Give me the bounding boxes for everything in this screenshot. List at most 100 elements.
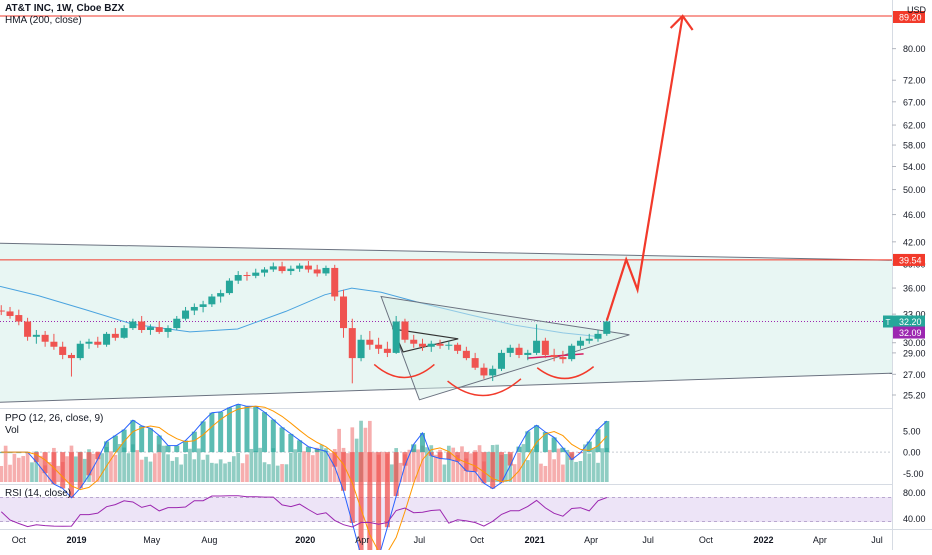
price-label-box — [893, 11, 925, 23]
candle-body[interactable] — [585, 338, 593, 341]
volume-bar — [302, 451, 306, 482]
price-axis-label: 30.00 — [903, 338, 926, 348]
candle-body[interactable] — [24, 321, 32, 337]
volume-bar — [512, 464, 517, 482]
candle-body[interactable] — [111, 333, 119, 338]
candle-body[interactable] — [129, 321, 137, 329]
candle-body[interactable] — [454, 344, 462, 351]
candle-body[interactable] — [322, 267, 330, 274]
candle-body[interactable] — [85, 341, 93, 344]
candle-body[interactable] — [190, 306, 198, 311]
candle-body[interactable] — [278, 266, 286, 272]
candle-body[interactable] — [576, 340, 584, 346]
candle-body[interactable] — [217, 293, 225, 297]
candle-body[interactable] — [445, 344, 453, 346]
candle-body[interactable] — [6, 311, 14, 316]
candle-body[interactable] — [383, 348, 391, 353]
candle-body[interactable] — [261, 269, 269, 273]
volume-bar — [455, 455, 460, 482]
volume-bar — [297, 452, 302, 482]
triangle-pattern — [380, 295, 630, 401]
candle-body[interactable] — [252, 272, 260, 276]
candle-body[interactable] — [32, 334, 40, 337]
candle-body[interactable] — [348, 328, 356, 359]
hma-indicator-label[interactable]: HMA (200, close) — [5, 15, 82, 26]
candle-body[interactable] — [41, 334, 49, 342]
candle-body[interactable] — [392, 321, 400, 353]
candle-body[interactable] — [164, 328, 172, 332]
candle-body[interactable] — [120, 328, 128, 338]
candle-body[interactable] — [50, 341, 58, 347]
candle-body[interactable] — [340, 296, 348, 329]
candle-body[interactable] — [357, 339, 365, 359]
candle-body[interactable] — [67, 354, 75, 359]
rsi-axis-label: 40.00 — [903, 514, 926, 524]
rsi-band — [0, 497, 892, 522]
candle-body[interactable] — [173, 318, 181, 329]
candle-body[interactable] — [489, 368, 497, 376]
ppo-histogram-bar — [288, 433, 294, 453]
candle-body[interactable] — [234, 275, 242, 281]
candle-body[interactable] — [568, 345, 576, 360]
ppo-histogram-bar — [490, 452, 496, 489]
candle-body[interactable] — [15, 315, 23, 322]
candle-body[interactable] — [401, 321, 409, 340]
ppo-histogram-bar — [218, 411, 224, 453]
candle-body[interactable] — [559, 357, 567, 360]
candle-body[interactable] — [0, 310, 5, 312]
candle-body[interactable] — [243, 275, 251, 277]
time-axis-label: Apr — [584, 535, 598, 545]
candle-body[interactable] — [199, 304, 207, 307]
candle-body[interactable] — [603, 321, 611, 334]
candle-body[interactable] — [182, 310, 190, 319]
candle-body[interactable] — [103, 333, 111, 345]
candle-body[interactable] — [76, 343, 84, 359]
candle-body[interactable] — [427, 343, 435, 347]
candle-body[interactable] — [366, 339, 374, 345]
candle-body[interactable] — [208, 296, 216, 305]
volume-bar — [192, 459, 197, 482]
ppo-histogram-bar — [183, 440, 189, 453]
volume-bar — [477, 445, 482, 482]
candle-body[interactable] — [313, 269, 321, 274]
candle-body[interactable] — [146, 327, 154, 331]
ppo-indicator-label[interactable]: PPO (12, 26, close, 9) — [5, 413, 104, 424]
candle-body[interactable] — [480, 367, 488, 376]
price-axis-label: 25.20 — [903, 391, 926, 401]
candle-body[interactable] — [497, 352, 505, 369]
candle-body[interactable] — [506, 347, 514, 353]
candle-body[interactable] — [436, 343, 444, 346]
candle-body[interactable] — [541, 340, 549, 355]
candle-body[interactable] — [533, 340, 541, 353]
candle-body[interactable] — [59, 346, 67, 355]
candle-body[interactable] — [524, 352, 532, 355]
candle-body[interactable] — [155, 327, 163, 332]
volume-bar — [126, 453, 131, 482]
volume-indicator-label[interactable]: Vol — [5, 425, 19, 436]
symbol-title[interactable]: AT&T INC, 1W, Cboe BZX — [5, 3, 125, 14]
candle-body[interactable] — [138, 321, 146, 331]
candle-body[interactable] — [225, 280, 233, 294]
candle-body[interactable] — [269, 266, 277, 270]
candle-body[interactable] — [304, 265, 312, 270]
candle-body[interactable] — [410, 339, 418, 344]
ppo-histogram-bar — [165, 445, 171, 453]
candle-body[interactable] — [515, 347, 523, 355]
candle-body[interactable] — [462, 350, 470, 359]
candle-body[interactable] — [287, 268, 295, 272]
candle-body[interactable] — [296, 265, 304, 269]
candle-body[interactable] — [550, 354, 558, 358]
volume-bar — [547, 449, 552, 482]
candle-body[interactable] — [594, 333, 602, 339]
candle-body[interactable] — [418, 343, 427, 347]
candle-body[interactable] — [331, 267, 339, 297]
ppo-histogram-bar — [341, 452, 347, 491]
volume-bar — [249, 448, 254, 482]
candle-body[interactable] — [471, 358, 479, 368]
rsi-indicator-label[interactable]: RSI (14, close) — [5, 488, 72, 499]
candle-body[interactable] — [94, 341, 102, 345]
ppo-histogram-bar — [253, 406, 259, 453]
candle-body[interactable] — [375, 344, 383, 349]
volume-bar — [565, 449, 570, 482]
